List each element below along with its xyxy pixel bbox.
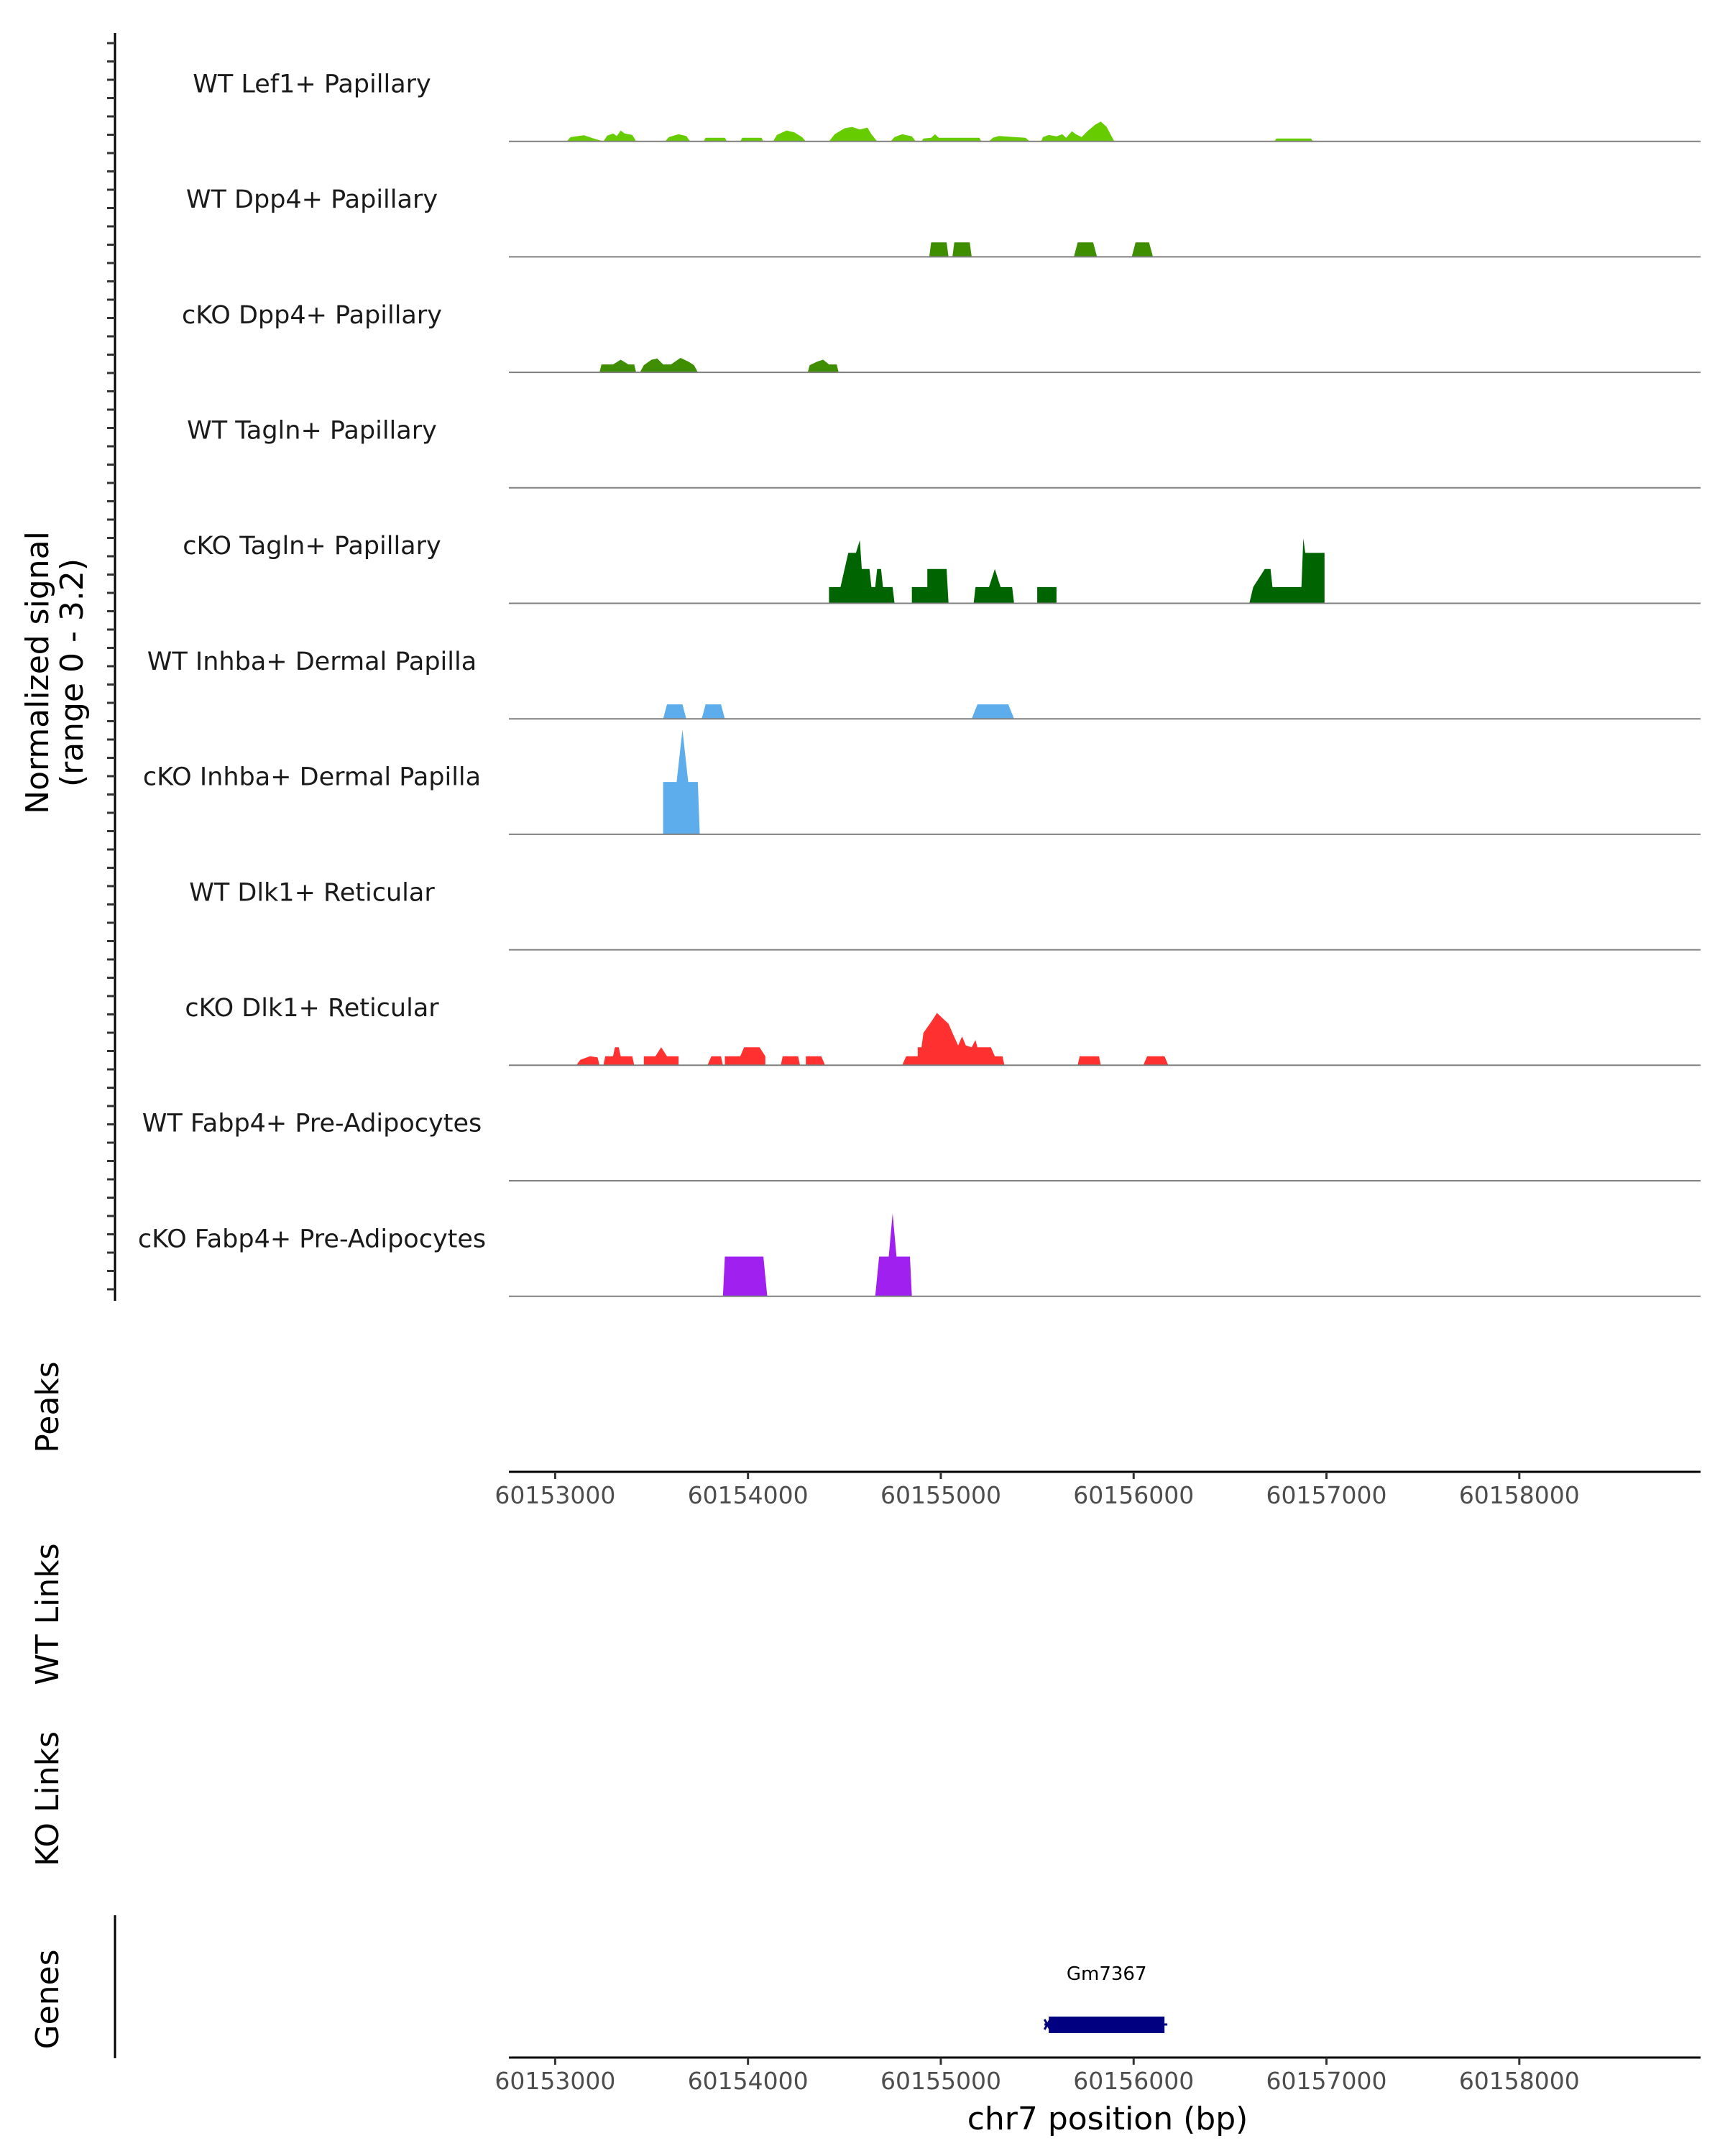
strand-arrow <box>1043 2019 1052 2030</box>
track-label: WT Dpp4+ Papillary <box>186 185 438 214</box>
signal-track: WT Inhba+ Dermal Papilla <box>147 648 1701 720</box>
signal-track: cKO Dlk1+ Reticular <box>185 994 1701 1067</box>
y-axis-label-line2: (range 0 - 3.2) <box>54 558 91 787</box>
x-tick-label: 60158000 <box>1459 1481 1580 1509</box>
ko-links-label: KO Links <box>29 1731 66 1866</box>
x-tick-label: 60155000 <box>880 2067 1001 2095</box>
signal-area <box>599 358 839 373</box>
signal-area <box>929 242 1154 257</box>
x-tick-label: 60156000 <box>1073 1481 1194 1509</box>
x-axis-title: chr7 position (bp) <box>967 2101 1248 2137</box>
gene: Gm7367 <box>1043 1963 1168 2033</box>
x-tick-label: 60157000 <box>1266 2067 1387 2095</box>
signal-area <box>576 1013 1169 1066</box>
track-label: WT Lef1+ Papillary <box>193 70 431 98</box>
peaks-label: Peaks <box>29 1361 66 1452</box>
x-tick-label: 60154000 <box>688 1481 809 1509</box>
signal-track: cKO Fabp4+ Pre-Adipocytes <box>138 1213 1701 1297</box>
x-axis-genes: 60153000 60154000 60155000 60156000 60157000… <box>494 2056 1701 2095</box>
signal-track: WT Tagln+ Papillary <box>187 416 1701 489</box>
left-axes <box>107 33 116 2058</box>
track-label: cKO Inhba+ Dermal Papilla <box>143 763 481 792</box>
track-label: WT Dlk1+ Reticular <box>189 878 435 907</box>
x-tick-label: 60153000 <box>494 1481 615 1509</box>
signal-area <box>663 704 1014 719</box>
gene-track: Gm7367 <box>1043 1963 1168 2033</box>
x-tick-label: 60154000 <box>688 2067 809 2095</box>
signal-track: cKO Dpp4+ Papillary <box>182 301 1701 374</box>
x-axis-peaks: 60153000 60154000 60155000 60156000 60157000… <box>494 1470 1701 1509</box>
track-label: WT Tagln+ Papillary <box>187 416 437 445</box>
signal-area <box>663 729 700 834</box>
x-tick-label: 60155000 <box>880 1481 1001 1509</box>
x-tick-label: 60153000 <box>494 2067 615 2095</box>
signal-track: WT Lef1+ Papillary <box>193 70 1701 142</box>
signal-area <box>829 538 1325 604</box>
track-label: cKO Dpp4+ Papillary <box>182 301 442 330</box>
x-tick-label: 60157000 <box>1266 1481 1387 1509</box>
signal-track: WT Dpp4+ Papillary <box>186 185 1701 258</box>
track-label: WT Fabp4+ Pre-Adipocytes <box>142 1110 482 1138</box>
y-axis-label-line1: Normalized signal <box>19 531 56 814</box>
signal-track: WT Dlk1+ Reticular <box>189 878 1701 951</box>
track-label: cKO Fabp4+ Pre-Adipocytes <box>138 1225 486 1253</box>
gene-exon <box>1049 2017 1165 2033</box>
signal-track: cKO Inhba+ Dermal Papilla <box>143 729 1701 835</box>
signal-area <box>566 121 1313 142</box>
track-label: WT Inhba+ Dermal Papilla <box>147 648 477 676</box>
x-tick-label: 60156000 <box>1073 2067 1194 2095</box>
track-label: cKO Tagln+ Papillary <box>183 532 441 561</box>
genes-label: Genes <box>29 1949 66 2049</box>
signal-tracks: WT Lef1+ Papillary WT Dpp4+ Papillary cKO … <box>138 70 1701 1297</box>
signal-track: WT Fabp4+ Pre-Adipocytes <box>142 1110 1701 1181</box>
wt-links-label: WT Links <box>29 1543 66 1685</box>
gene-label: Gm7367 <box>1067 1963 1147 1985</box>
x-tick-label: 60158000 <box>1459 2067 1580 2095</box>
signal-area <box>722 1213 912 1296</box>
track-label: cKO Dlk1+ Reticular <box>185 994 439 1023</box>
signal-track: cKO Tagln+ Papillary <box>183 532 1701 604</box>
